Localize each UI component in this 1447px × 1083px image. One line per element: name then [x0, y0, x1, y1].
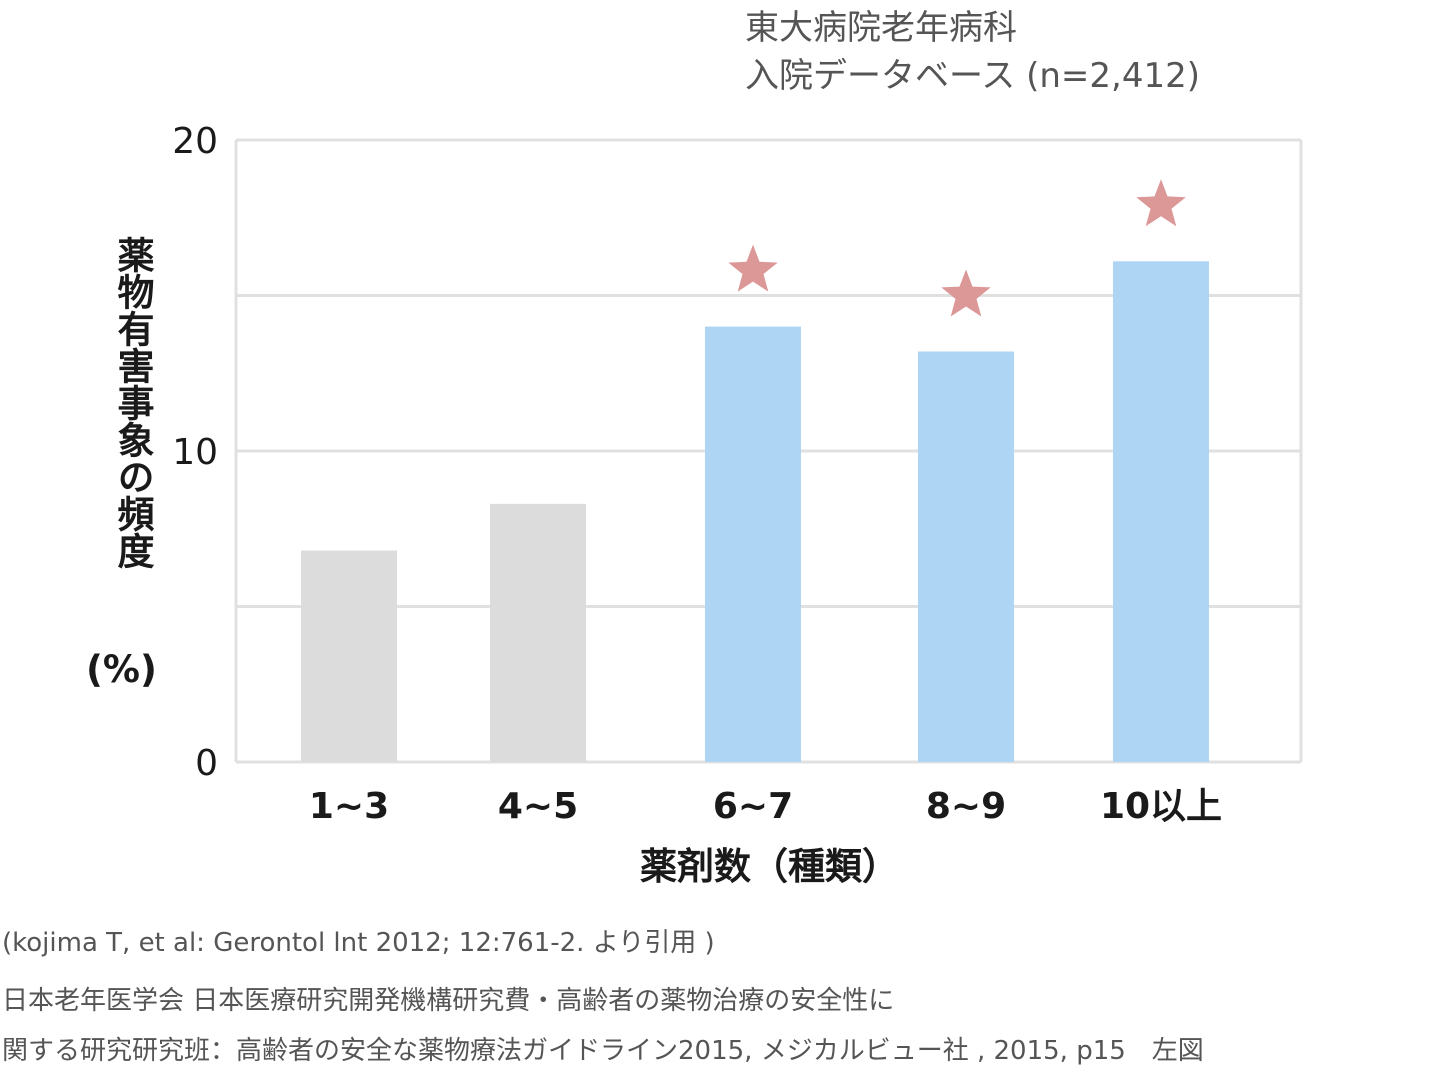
- citation: (kojima T, et al: Gerontol lnt 2012; 12:…: [2, 928, 715, 958]
- x-tick-label: 1~3: [309, 786, 389, 827]
- bar-8~9: [918, 351, 1014, 762]
- footnote-line1: 日本老年医学会 日本医療研究開発機構研究費・高齢者の薬物治療の安全性に: [2, 986, 895, 1016]
- significance-star-icon: [728, 244, 778, 292]
- y-tick-label: 0: [195, 743, 218, 784]
- y-tick-label: 20: [172, 121, 218, 162]
- y-tick-label: 10: [172, 432, 218, 473]
- source-title-line1: 東大病院老年病科: [745, 8, 1017, 48]
- x-tick-label: 8~9: [926, 786, 1006, 827]
- source-title-line2: 入院データベース (n=2,412): [745, 56, 1201, 96]
- x-tick-label: 10以上: [1100, 786, 1222, 827]
- significance-star-icon: [941, 269, 991, 317]
- bar-6~7: [705, 326, 801, 762]
- x-tick-label: 6~7: [713, 786, 793, 827]
- bar-1~3: [301, 550, 397, 762]
- y-axis-label: 薬物有害事象の頻度: [111, 236, 154, 569]
- x-axis-label: 薬剤数（種類）: [640, 845, 899, 888]
- significance-star-icon: [1136, 179, 1186, 227]
- footnote-line2: 関する研究研究班：高齢者の安全な薬物療法ガイドライン2015, メジカルビュー社…: [2, 1036, 1204, 1066]
- y-axis-unit: (%): [86, 648, 157, 691]
- x-tick-label: 4~5: [498, 786, 578, 827]
- bar-10以上: [1113, 261, 1209, 762]
- bar-4~5: [490, 503, 586, 762]
- bar-chart: 0 10 20 1~3 4~5 6~7 8~9 10以上: [172, 121, 1303, 827]
